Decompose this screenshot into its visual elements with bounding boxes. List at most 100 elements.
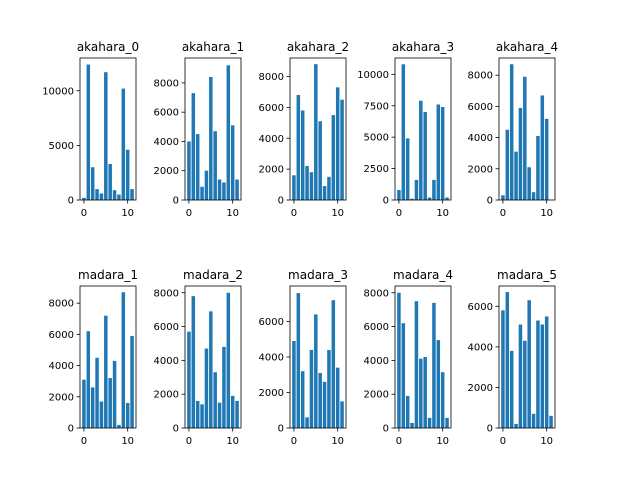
bar <box>501 195 505 200</box>
bar <box>549 415 553 428</box>
bar <box>200 404 204 428</box>
y-tick-label: 8000 <box>154 78 179 89</box>
bar <box>527 167 531 200</box>
y-tick-label: 10000 <box>357 70 389 81</box>
bar <box>104 72 108 200</box>
bar <box>340 401 344 429</box>
bar <box>427 417 432 428</box>
bar <box>230 125 235 200</box>
bar <box>222 182 226 200</box>
subplot-akahara_2: 0 10 0 2000 4000 6000 8000 akahara_2 <box>259 40 350 219</box>
y-tick-label: 0 <box>383 424 389 435</box>
bar <box>121 292 126 428</box>
bar <box>230 395 235 428</box>
y-tick-label: 4000 <box>468 133 493 144</box>
bar <box>536 320 540 428</box>
subplot-akahara_3: 0 10 0 2500 5000 7500 10000 akahara_3 <box>357 40 454 219</box>
bar <box>518 107 523 200</box>
bar <box>414 179 419 200</box>
y-tick-label: 10000 <box>42 86 74 97</box>
bar <box>86 64 91 200</box>
bar <box>117 424 121 428</box>
bar <box>427 197 432 200</box>
bar <box>217 179 222 200</box>
y-tick-label: 6000 <box>259 317 284 328</box>
bar <box>531 413 536 428</box>
bar <box>309 349 314 428</box>
bar <box>222 346 226 428</box>
bar <box>292 341 296 428</box>
bar <box>318 372 322 428</box>
x-tick-label: 0 <box>396 208 402 219</box>
bar <box>235 400 239 428</box>
bar <box>296 293 301 428</box>
y-tick-label: 4000 <box>49 361 74 372</box>
x-tick-label: 10 <box>540 208 553 219</box>
axes-frame <box>79 285 137 429</box>
bar <box>82 197 86 200</box>
bar <box>195 400 200 428</box>
bar <box>305 417 309 428</box>
bar <box>117 194 121 200</box>
bar <box>540 324 545 428</box>
y-tick-label: 6000 <box>49 330 74 341</box>
bar <box>423 357 427 428</box>
x-tick-label: 10 <box>436 208 449 219</box>
y-tick-label: 0 <box>278 424 284 435</box>
y-tick-label: 6000 <box>154 322 179 333</box>
bar <box>104 315 108 428</box>
bar <box>440 107 445 200</box>
bar <box>187 331 191 428</box>
subplot-title: madara_1 <box>78 268 138 282</box>
bar <box>410 422 414 428</box>
bar <box>331 115 336 200</box>
y-tick-label: 8000 <box>259 72 284 83</box>
bar <box>90 167 95 200</box>
axes-frame <box>184 285 242 429</box>
y-tick-label: 8000 <box>468 71 493 82</box>
bar <box>318 121 322 200</box>
y-tick-label: 0 <box>173 196 179 207</box>
bar <box>536 136 540 200</box>
bar <box>99 401 104 428</box>
x-tick-label: 10 <box>331 208 344 219</box>
subplot-title: madara_3 <box>288 268 348 282</box>
y-tick-label: 6000 <box>468 102 493 113</box>
bar <box>432 302 436 428</box>
bar <box>86 331 91 428</box>
y-tick-label: 8000 <box>49 299 74 310</box>
y-tick-label: 4000 <box>364 356 389 367</box>
bar <box>130 335 134 428</box>
x-tick-label: 0 <box>500 436 506 447</box>
y-tick-label: 4000 <box>468 342 493 353</box>
bar <box>331 300 336 428</box>
bar <box>397 189 401 200</box>
subplot-madara_5: 0 10 0 2000 4000 6000 madara_5 <box>468 268 557 447</box>
bar <box>209 77 213 200</box>
y-tick-label: 0 <box>383 196 389 207</box>
subplot-title: madara_4 <box>393 268 453 282</box>
bar <box>226 65 231 200</box>
bar <box>322 381 327 428</box>
bar <box>445 417 449 428</box>
bar <box>527 300 531 428</box>
bar <box>414 301 419 428</box>
y-tick-label: 6000 <box>154 108 179 119</box>
axes-frame <box>498 285 556 429</box>
bar <box>213 372 217 428</box>
bar <box>130 189 134 200</box>
bar <box>300 110 305 200</box>
bar <box>432 179 436 200</box>
y-tick-label: 0 <box>487 196 493 207</box>
bar <box>112 190 117 200</box>
bar <box>95 189 99 200</box>
y-tick-label: 4000 <box>154 137 179 148</box>
y-tick-label: 2000 <box>154 390 179 401</box>
y-tick-label: 2000 <box>468 383 493 394</box>
y-tick-label: 0 <box>278 196 284 207</box>
bar <box>191 93 196 200</box>
y-tick-label: 7500 <box>364 101 389 112</box>
bar <box>410 198 414 200</box>
bar <box>95 357 99 428</box>
